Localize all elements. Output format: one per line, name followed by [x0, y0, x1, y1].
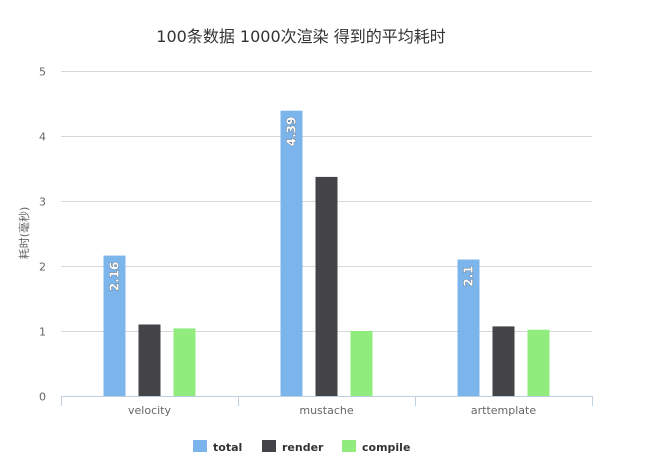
- legend-item-render[interactable]: render: [262, 440, 324, 454]
- bar-compile-velocity[interactable]: [173, 328, 196, 396]
- bar-render-mustache[interactable]: [315, 176, 338, 396]
- data-label-total-velocity: 2.16: [108, 262, 122, 292]
- y-tick-label: 3: [39, 196, 46, 209]
- legend-swatch: [193, 440, 207, 452]
- legend: total render compile: [193, 440, 410, 454]
- data-label-total-arttemplate: 2.1: [462, 266, 476, 287]
- bar-total-mustache[interactable]: [280, 110, 303, 396]
- x-category-label: mustache: [299, 404, 353, 417]
- bar-render-velocity[interactable]: [138, 324, 161, 397]
- y-tick-label: 2: [39, 261, 46, 274]
- bar-render-arttemplate[interactable]: [492, 326, 515, 396]
- data-labels: 2.16 4.39 2.1: [107, 116, 476, 292]
- legend-label: total: [213, 441, 242, 454]
- legend-item-compile[interactable]: compile: [342, 440, 410, 454]
- bar-total-velocity[interactable]: [103, 255, 126, 396]
- bar-compile-arttemplate[interactable]: [527, 329, 550, 396]
- y-tick-label: 5: [39, 66, 46, 79]
- x-axis: velocity mustache arttemplate: [61, 396, 593, 417]
- chart-title: 100条数据 1000次渲染 得到的平均耗时: [156, 27, 445, 46]
- data-label-total-mustache: 4.39: [285, 117, 299, 147]
- legend-swatch: [262, 440, 276, 452]
- legend-label: render: [282, 441, 324, 454]
- y-tick-label: 0: [39, 391, 46, 404]
- bars: [103, 110, 550, 397]
- y-axis-label: 耗时(毫秒): [17, 207, 31, 260]
- x-category-label: velocity: [128, 404, 171, 417]
- legend-swatch: [342, 440, 356, 452]
- y-tick-label: 4: [39, 131, 46, 144]
- bar-compile-mustache[interactable]: [350, 331, 373, 396]
- y-axis-ticks: 0 1 2 3 4 5: [39, 66, 46, 404]
- y-tick-label: 1: [39, 326, 46, 339]
- legend-label: compile: [362, 441, 410, 454]
- bar-total-arttemplate[interactable]: [457, 259, 480, 397]
- x-category-label: arttemplate: [471, 404, 536, 417]
- legend-item-total[interactable]: total: [193, 440, 242, 454]
